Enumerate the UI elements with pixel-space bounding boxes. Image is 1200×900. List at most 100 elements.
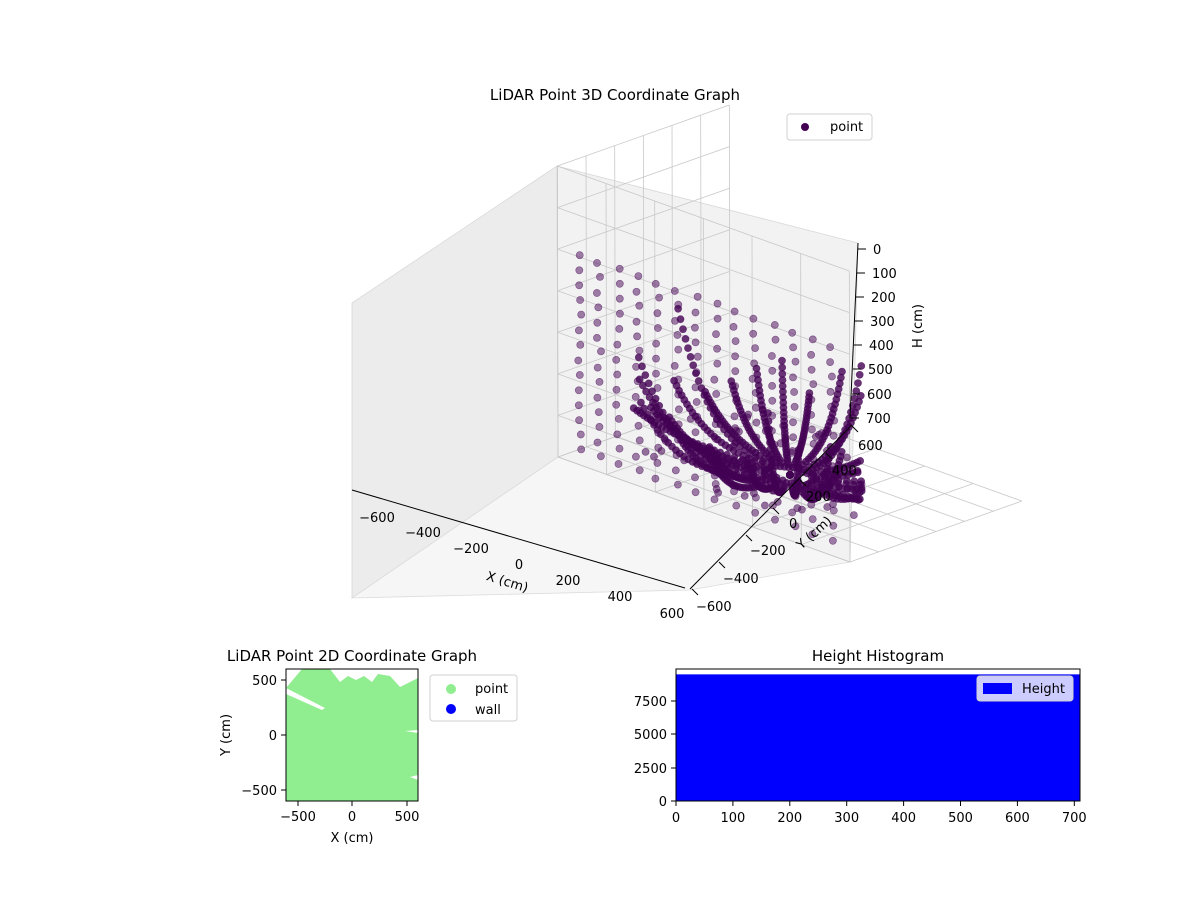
- x-tick-label-4: 200: [556, 574, 581, 589]
- chart-histogram: Height Histogram 0 100 200 300 400 500 600 700 …: [634, 647, 1087, 826]
- point-825: [691, 323, 699, 332]
- point-792: [635, 436, 644, 445]
- point-945: [761, 427, 770, 435]
- point-968: [743, 413, 752, 422]
- grid-back-z-7: [557, 395, 731, 458]
- point-784: [632, 317, 641, 326]
- legend-3d: point: [786, 113, 873, 141]
- point-972: [843, 453, 851, 462]
- point-738: [856, 391, 865, 400]
- grid-left-z-1: [557, 207, 850, 313]
- point-973: [740, 491, 749, 500]
- point-906: [791, 522, 800, 531]
- point-776: [612, 400, 621, 409]
- point-797: [653, 309, 662, 318]
- point-983: [680, 456, 689, 465]
- point-930: [830, 476, 838, 485]
- x-tick-label-5: 400: [608, 590, 633, 605]
- point-928: [829, 446, 838, 455]
- point-793: [632, 452, 640, 461]
- point-869: [748, 374, 757, 383]
- point-976: [823, 428, 832, 437]
- z-tick-label-4: 400: [869, 339, 894, 354]
- y2d-axis-label: Y (cm): [219, 714, 234, 757]
- point-971: [750, 489, 758, 498]
- point-962: [735, 427, 743, 436]
- y-tick-label-5: 400: [832, 464, 857, 479]
- point-933: [829, 521, 838, 530]
- y-axis-line: [689, 424, 853, 590]
- z-tick-1: 100: [857, 267, 897, 282]
- point-934: [829, 536, 837, 545]
- x-tick-label-6: 600: [660, 607, 685, 622]
- point-853: [731, 337, 740, 345]
- y-tick-m600: −600: [691, 588, 732, 615]
- point-783: [635, 301, 644, 310]
- point-549: [686, 352, 695, 361]
- point-868: [750, 359, 758, 368]
- point-744: [575, 326, 583, 335]
- y-tick-label-2: −200: [750, 544, 786, 559]
- point-828: [692, 368, 701, 376]
- point-717: [786, 470, 794, 479]
- point-897: [790, 388, 798, 396]
- y-tick-label-4: 200: [806, 490, 831, 505]
- gap-right: [405, 730, 418, 733]
- point-965: [779, 421, 788, 430]
- z-tick-7: 700: [851, 412, 891, 427]
- point-803: [651, 399, 660, 408]
- point-754: [596, 272, 604, 281]
- grid-back-z-2: [557, 187, 730, 250]
- grid-floor-y-5: [801, 483, 974, 545]
- point-889: [768, 471, 777, 480]
- y2d-tick-label-0: −500: [241, 784, 277, 799]
- x2d-axis-label: X (cm): [331, 831, 374, 846]
- gap-top: [330, 669, 418, 687]
- z-tick-2: 200: [856, 291, 896, 306]
- point-770: [616, 309, 624, 318]
- point-939: [770, 486, 778, 495]
- point-22: [854, 379, 862, 387]
- point-800: [652, 354, 660, 363]
- point-743: [577, 310, 586, 319]
- y-tick-200: 200: [799, 479, 831, 505]
- point-546: [694, 377, 703, 385]
- point-925: [827, 402, 836, 411]
- chart-3d-title: LiDAR Point 3D Coordinate Graph: [490, 86, 740, 104]
- point-791: [634, 421, 643, 430]
- point-778: [613, 430, 622, 439]
- point-807: [653, 459, 662, 467]
- z-tick-label-7: 700: [866, 412, 891, 427]
- point-936: [729, 481, 737, 490]
- z-axis-label: H (cm): [911, 304, 926, 348]
- point-851: [730, 307, 739, 316]
- point-763: [594, 408, 603, 416]
- point-55: [853, 468, 862, 477]
- y-tick-0: 0: [772, 507, 797, 532]
- point-716: [838, 367, 846, 376]
- point-758: [593, 333, 601, 342]
- z-tick-0: 0: [858, 243, 881, 258]
- point-122: [855, 488, 864, 497]
- point-924: [826, 387, 835, 396]
- point-982: [798, 505, 806, 514]
- point-861: [730, 457, 739, 466]
- hist-y-tick-label-2: 5000: [634, 728, 667, 743]
- legend-2d-marker-wall: [446, 704, 456, 714]
- point-24: [857, 362, 866, 370]
- point-931: [830, 491, 839, 500]
- point-870: [751, 388, 760, 397]
- point-810: [674, 300, 683, 309]
- point-444: [642, 387, 650, 396]
- point-765: [593, 438, 602, 447]
- point-823: [693, 292, 702, 301]
- point-741: [575, 281, 584, 290]
- point-809: [670, 287, 679, 295]
- point-892: [771, 515, 779, 524]
- point-774: [613, 370, 622, 379]
- point-893: [788, 328, 797, 337]
- point-835: [691, 473, 699, 482]
- point-842: [710, 375, 719, 384]
- z-tick-5: 500: [853, 363, 893, 378]
- point-949: [767, 438, 775, 446]
